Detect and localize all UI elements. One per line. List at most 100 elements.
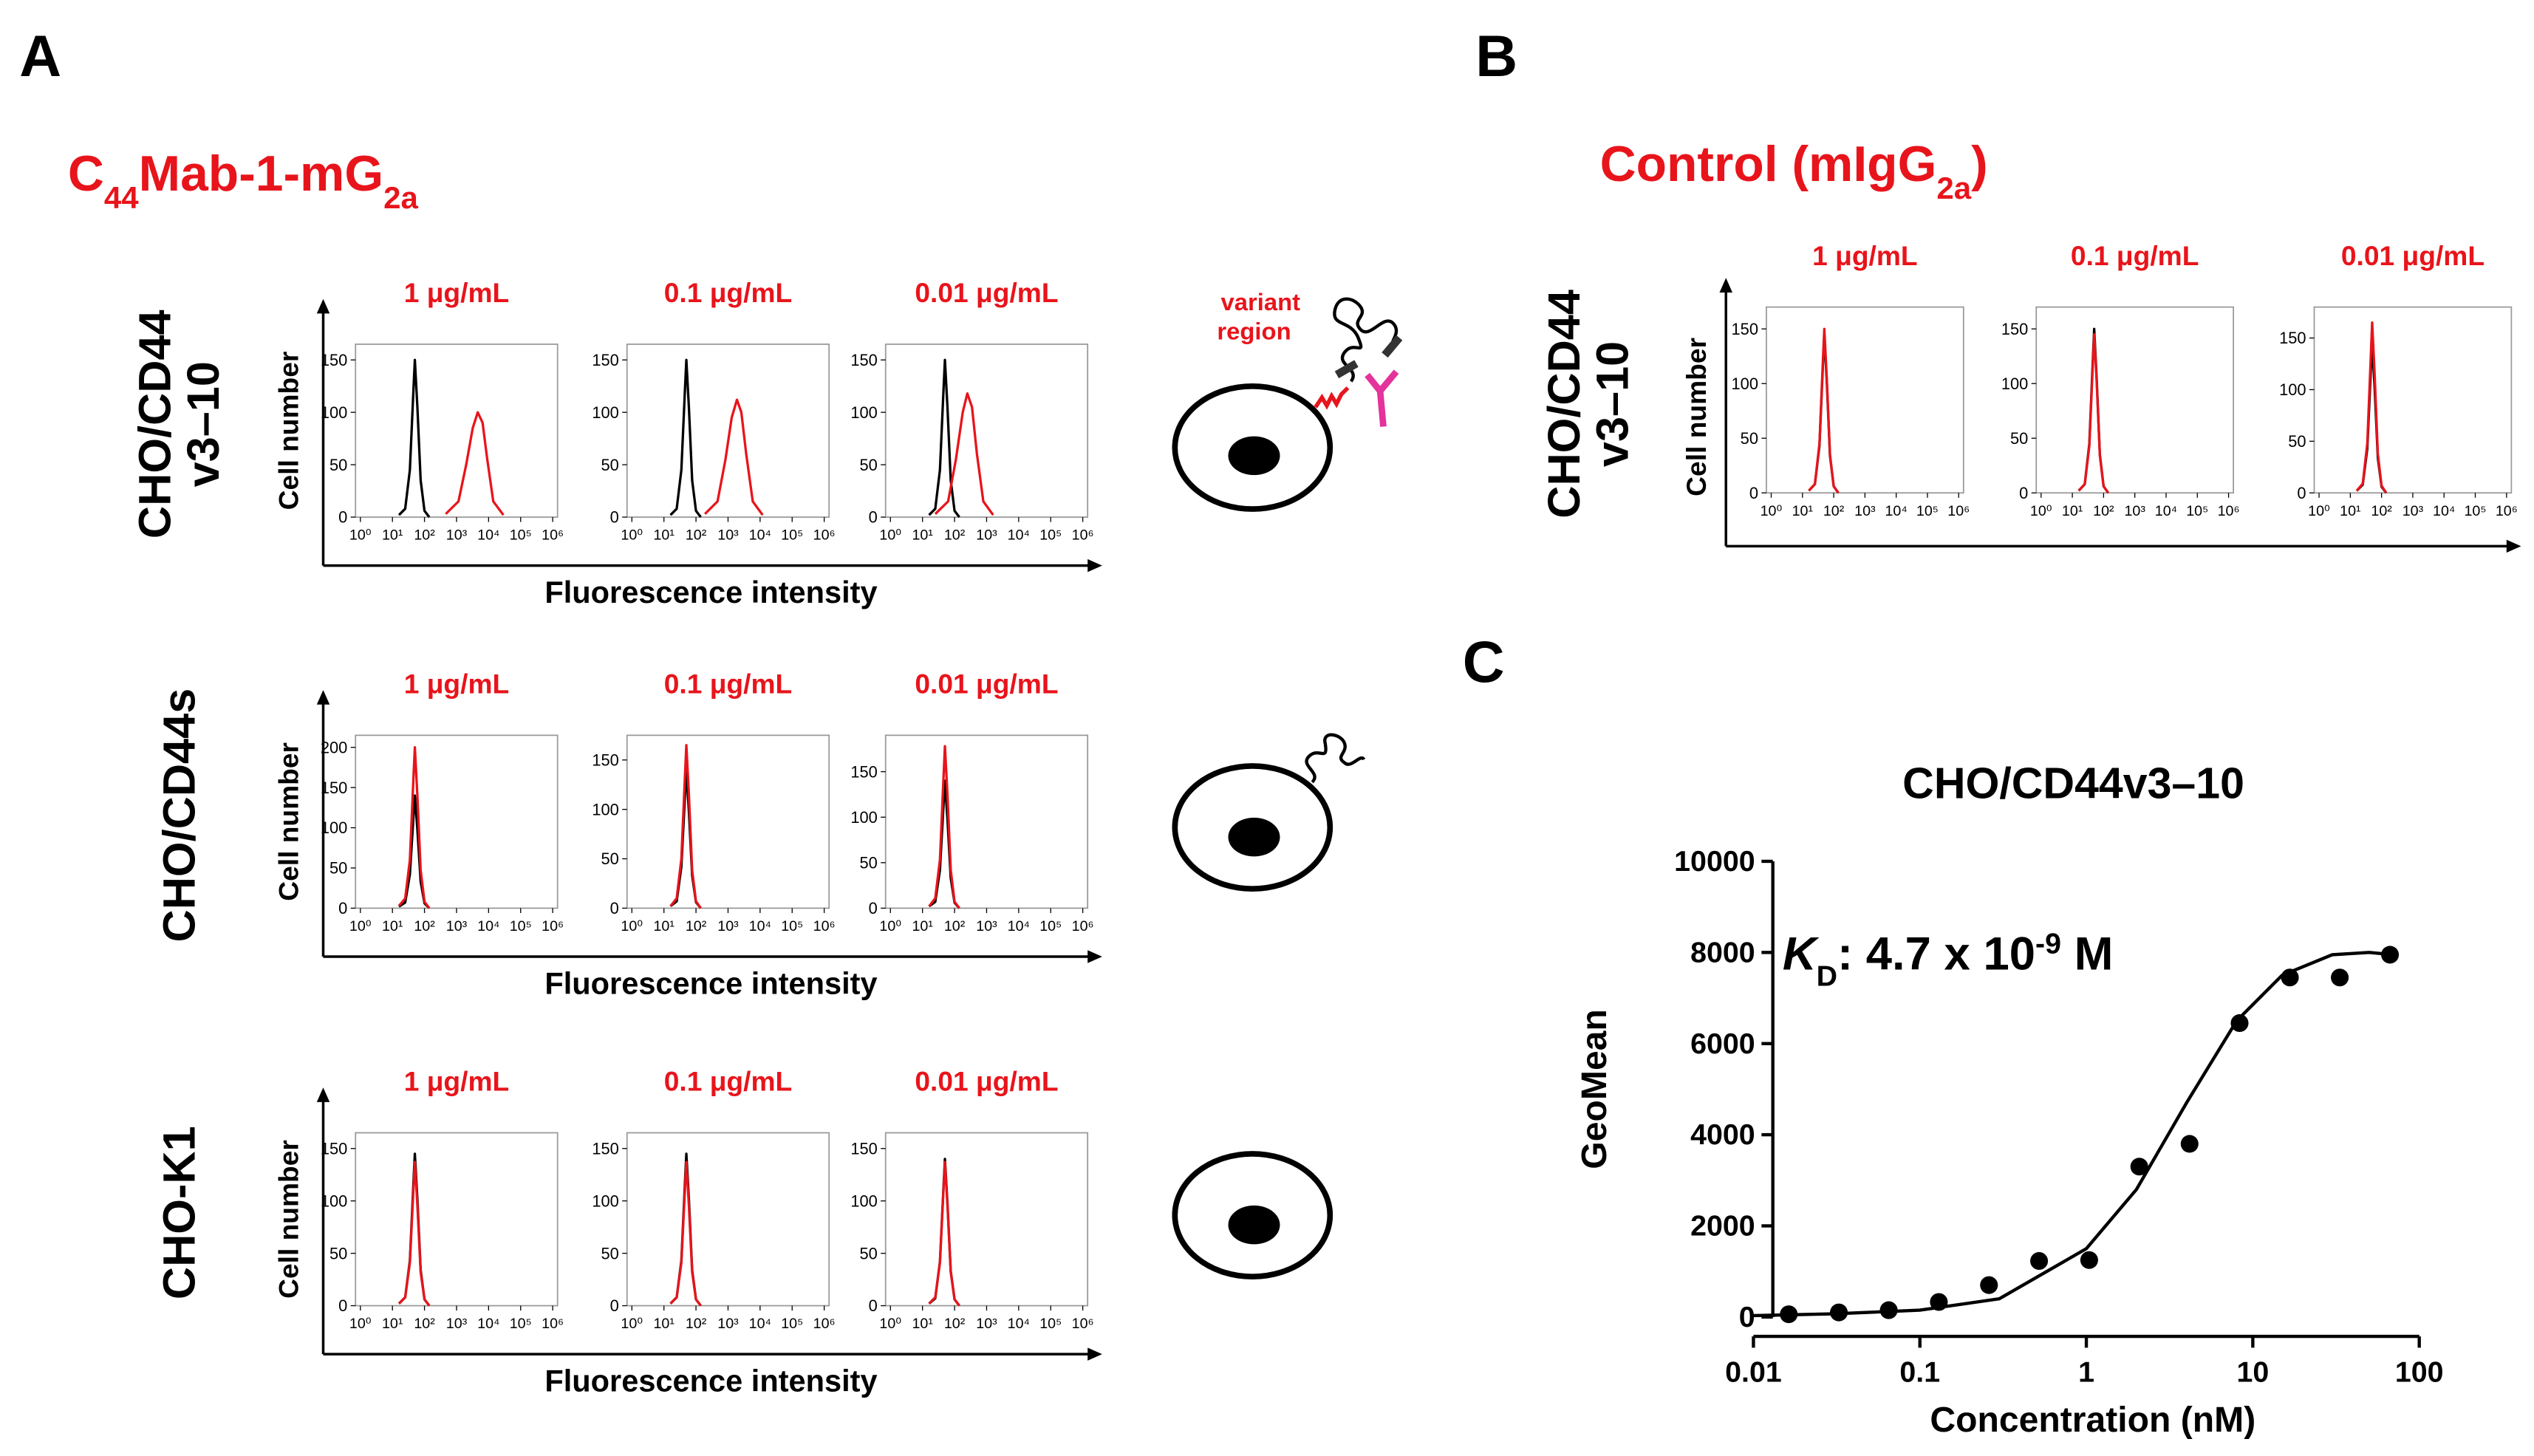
histogram-curve [669, 744, 702, 909]
x-tick-label: 10¹ [653, 1316, 675, 1332]
x-tick-label: 10⁴ [1008, 527, 1030, 544]
x-tick-label: 10⁵ [510, 918, 532, 934]
text-part: M [2061, 929, 2113, 980]
y-tick-label: 100 [321, 1192, 347, 1210]
x-axis-label: Fluorescence intensity [544, 965, 877, 1000]
data-point [1830, 1303, 1848, 1322]
y-tick-label: 0 [338, 1296, 347, 1315]
y-tick-label: 0 [338, 899, 347, 917]
y-axis-label: Cell number [1681, 338, 1712, 496]
chart-title: 0.01 μg/mL [915, 1066, 1058, 1097]
y-tick-label: 150 [850, 351, 877, 369]
chart-title: 1 μg/mL [1812, 240, 1918, 271]
y-tick-label: 0 [1749, 484, 1758, 502]
chart-title: 0.01 μg/mL [2341, 240, 2485, 271]
cell-diagram [1172, 297, 1403, 512]
data-point [2381, 946, 2400, 964]
x-tick-label: 10³ [446, 527, 468, 544]
histogram-curve [2077, 333, 2110, 494]
chart-title: 0.01 μg/mL [915, 668, 1058, 699]
chart-title: 0.1 μg/mL [664, 1066, 793, 1097]
histogram-curve [2355, 321, 2388, 494]
y-tick-label: 100 [592, 403, 618, 422]
x-tick-label: 10³ [446, 918, 468, 934]
y-tick-label: 0 [869, 508, 878, 527]
plot-frame [884, 734, 1089, 909]
x-tick-label: 10⁵ [781, 918, 803, 934]
x-tick-label: 10⁶ [542, 918, 564, 934]
x-tick-label: 10² [944, 527, 966, 544]
arrow-head [1719, 278, 1732, 293]
histogram-curve [397, 746, 431, 909]
text-part: C [68, 146, 104, 202]
arrow-head [1087, 1347, 1102, 1361]
y-tick-label: 50 [601, 456, 618, 474]
chart-title: 0.1 μg/mL [2071, 240, 2199, 271]
plot-frame [884, 344, 1089, 518]
y-tick-label: 0 [338, 508, 347, 527]
x-tick-label: 10⁶ [542, 1316, 564, 1332]
x-tick-label: 10⁵ [1916, 503, 1939, 519]
x-tick-label: 10¹ [912, 918, 933, 934]
y-tick-label: 50 [859, 1244, 877, 1262]
data-point [2230, 1014, 2249, 1032]
x-tick-label: 10⁵ [510, 1316, 532, 1332]
x-tick-label: 10² [2093, 503, 2114, 519]
x-tick-label: 10⁴ [2433, 503, 2455, 519]
x-tick-label: 10⁵ [2464, 503, 2486, 519]
text-part: : 4.7 x 10 [1837, 929, 2035, 980]
x-tick-label: 10¹ [912, 527, 933, 544]
x-tick-label: 10¹ [653, 527, 675, 544]
x-tick-label: 10⁴ [477, 527, 499, 544]
x-tick-label: 10² [2371, 503, 2392, 519]
y-tick-label: 150 [2001, 320, 2028, 338]
y-tick-label: 50 [329, 859, 347, 878]
y-tick-label: 150 [321, 351, 347, 369]
histogram-curve [398, 794, 431, 909]
data-point [2281, 968, 2299, 987]
diagram-label: variant [1220, 288, 1300, 315]
y-tick-label: 0 [2297, 484, 2306, 502]
plot-frame [626, 1132, 830, 1307]
y-tick-label: 50 [601, 1244, 618, 1262]
y-tick-label: 8000 [1690, 936, 1755, 968]
x-tick-label: 10⁵ [510, 527, 532, 544]
y-tick-label: 150 [1732, 320, 1758, 338]
x-tick-label: 10¹ [382, 918, 403, 934]
y-tick-label: 100 [321, 818, 347, 837]
x-tick-label: 10⁰ [2308, 503, 2330, 519]
x-tick-label: 10⁶ [542, 527, 564, 544]
x-tick-label: 10⁰ [349, 527, 372, 544]
x-tick-label: 10⁶ [2218, 503, 2240, 519]
arrow-head [1087, 950, 1102, 963]
text-part: ) [1971, 137, 1988, 192]
y-tick-label: 100 [592, 1192, 618, 1210]
x-tick-label: 10 [2236, 1356, 2269, 1388]
x-axis-label: Fluorescence intensity [544, 1363, 877, 1398]
x-tick-label: 10² [414, 527, 435, 544]
histogram-curve [397, 358, 431, 519]
x-tick-label: 10³ [976, 918, 997, 934]
x-tick-label: 10¹ [653, 918, 675, 934]
histogram-curve [704, 398, 764, 516]
x-tick-label: 10⁰ [621, 1316, 643, 1332]
fit-curve [1753, 951, 2394, 1318]
x-tick-label: 10¹ [912, 1316, 933, 1332]
y-tick-label: 150 [592, 1139, 618, 1158]
y-tick-label: 50 [859, 456, 877, 474]
y-tick-label: 50 [2288, 432, 2306, 451]
y-tick-label: 150 [850, 1139, 877, 1158]
y-axis-label: GeoMean [1574, 1009, 1614, 1169]
x-tick-label: 10² [414, 918, 435, 934]
arrow-head [2506, 539, 2521, 553]
histogram-curve [445, 411, 505, 516]
row-label: CHO/CD44 [1539, 290, 1589, 519]
x-tick-label: 0.1 [1899, 1356, 1940, 1388]
x-axis-label: Fluorescence intensity [544, 575, 877, 609]
chart-title: 0.1 μg/mL [664, 277, 793, 308]
x-tick-label: 10³ [717, 1316, 739, 1332]
data-point [1980, 1276, 1998, 1294]
chart-title: 1 μg/mL [404, 277, 510, 308]
